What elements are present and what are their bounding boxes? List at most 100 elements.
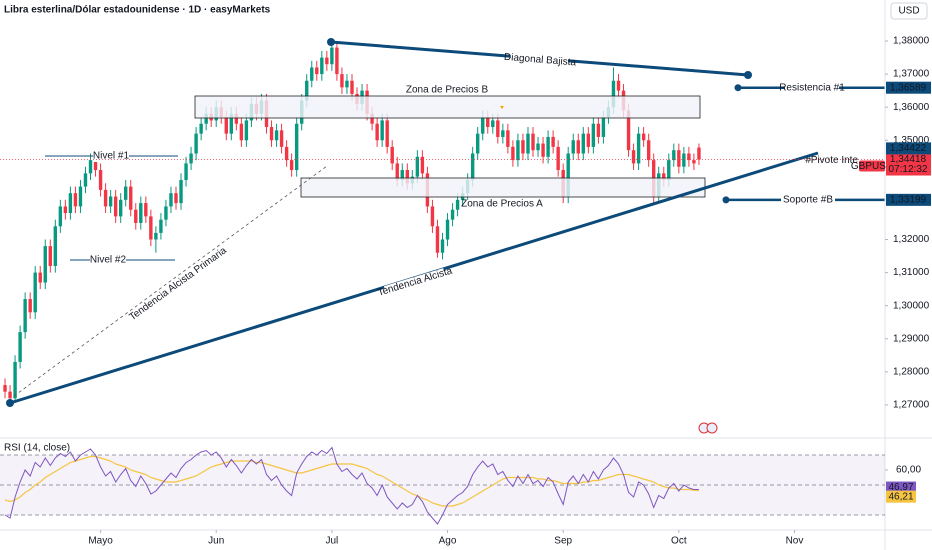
candle-body: [189, 153, 193, 164]
candle-body: [325, 57, 329, 65]
y-tick-label: 1,29000: [893, 333, 930, 344]
candle-body: [294, 123, 299, 171]
candle-body: [601, 117, 606, 137]
trend-handle: [6, 399, 14, 407]
candle-body: [229, 113, 234, 134]
x-tick-label: Ago: [439, 536, 457, 547]
candle-body: [470, 153, 475, 180]
candle-body: [139, 203, 143, 223]
y-tick-label: 1,28000: [893, 366, 930, 377]
candle-body: [169, 193, 173, 207]
candle-body: [23, 299, 27, 333]
candle-body: [350, 80, 354, 94]
candle-body: [73, 193, 78, 207]
candle-body: [415, 156, 420, 177]
x-tick-label: Nov: [786, 536, 804, 547]
candle-body: [491, 120, 495, 128]
candle-body: [682, 153, 686, 167]
candle-body: [641, 133, 646, 141]
candle-body: [586, 133, 591, 147]
candle-body: [149, 216, 153, 240]
candle-body: [531, 133, 535, 151]
candle-body: [124, 186, 128, 200]
candle-body: [521, 140, 525, 154]
candle-body: [28, 299, 32, 313]
candle-body: [440, 239, 445, 253]
candle-body: [541, 143, 545, 157]
zone-a: [300, 177, 706, 198]
zone-label: Zona de Precios A: [461, 199, 543, 210]
candle-body: [677, 150, 681, 167]
level-tag: [886, 142, 931, 155]
candle-body: [53, 226, 58, 266]
rsi-tag: [886, 481, 916, 494]
candle-body: [400, 170, 404, 180]
candle-body: [405, 170, 410, 184]
level-tag-label: 1,34422: [890, 143, 927, 154]
candle-body: [551, 136, 555, 147]
candle-body: [279, 130, 284, 147]
label-bg: [785, 81, 839, 94]
candle-body: [455, 199, 460, 210]
candle-body: [596, 123, 601, 137]
candle-body: [33, 272, 37, 313]
candle-body: [320, 57, 324, 75]
candle-body: [395, 163, 399, 180]
candle-body: [154, 232, 158, 240]
y-tick-label: 1,38000: [893, 36, 930, 47]
label-bg: [93, 150, 129, 162]
candle-body: [536, 143, 540, 151]
level-handle: [734, 84, 742, 92]
rsi-tag: [886, 490, 916, 503]
event-icon: [706, 422, 718, 434]
candle-body: [435, 226, 440, 253]
candle-body: [43, 246, 47, 283]
candle-body: [546, 136, 550, 157]
diagonal-handle: [744, 71, 752, 79]
currency[interactable]: USD: [898, 6, 919, 17]
candle-body: [631, 150, 636, 164]
candle-body: [591, 123, 596, 147]
level-tag-label: 1,36589: [890, 82, 927, 93]
candle-body: [475, 133, 480, 154]
candle-body: [63, 206, 68, 214]
candle-body: [284, 146, 289, 161]
candle-body: [496, 120, 500, 137]
y-tick-label: 1,30000: [893, 300, 930, 311]
candle-body: [571, 140, 575, 154]
primary-trend-line: [13, 165, 328, 397]
x-tick-label: Oct: [671, 536, 687, 547]
level-label: Nivel #1: [93, 151, 130, 162]
candle-body: [516, 140, 520, 161]
marker: [500, 106, 504, 109]
candle-body: [83, 173, 88, 187]
candle-body: [118, 199, 123, 217]
x-tick-label: Jul: [325, 536, 338, 547]
countdown: 07:12:32: [889, 164, 928, 175]
x-tick-label: Sep: [554, 536, 572, 547]
rsi-title: RSI (14, close): [4, 443, 70, 454]
y-tick-label: 1,31000: [893, 267, 930, 278]
y-tick-label: 1,36000: [893, 102, 930, 113]
candle-body: [108, 196, 113, 207]
candle-body: [501, 130, 505, 137]
currency-button[interactable]: [890, 2, 928, 20]
candle-body: [390, 146, 394, 164]
level-tag: [886, 81, 931, 94]
candle-body: [486, 117, 490, 128]
x-tick-label: Jun: [208, 536, 224, 547]
candle-body: [576, 140, 580, 154]
candle-body: [581, 133, 585, 154]
candle-body: [78, 186, 83, 207]
label-bg: [509, 51, 569, 69]
candle-body: [129, 186, 133, 210]
candle-body: [18, 332, 22, 362]
candle-body: [58, 206, 63, 227]
candle-body: [611, 80, 616, 108]
candle-body: [687, 153, 691, 161]
candle-body: [68, 193, 73, 214]
last-price-tag: [886, 153, 931, 176]
rsi-tick-label: 60,00: [896, 465, 921, 476]
candle-body: [667, 160, 671, 180]
